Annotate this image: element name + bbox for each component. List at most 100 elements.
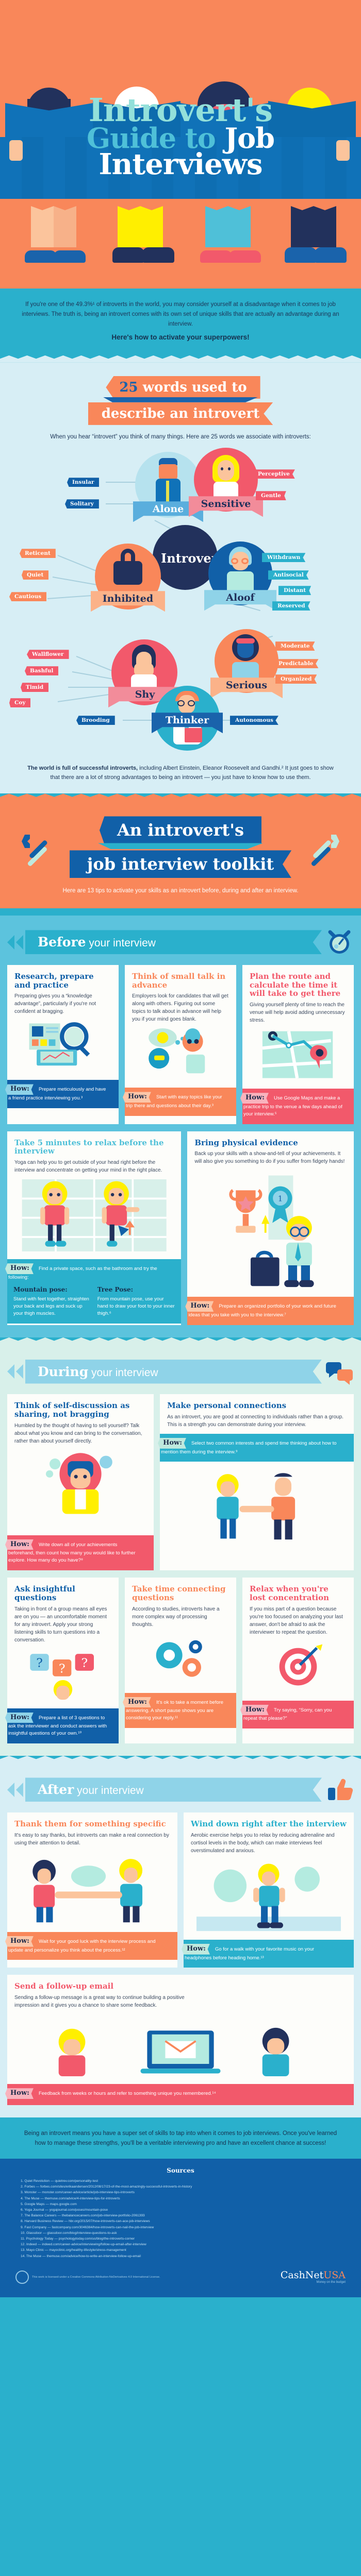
tag-quiet: Quiet bbox=[22, 570, 49, 580]
source-item[interactable]: 10. Glassdoor — glassdoor.com/blog/inter… bbox=[21, 2231, 117, 2235]
source-item[interactable]: 13. Mayo Clinic — mayoclinic.org/healthy… bbox=[21, 2248, 126, 2252]
intro-section: If you're one of the 49.3%¹ of introvert… bbox=[0, 289, 361, 355]
source-item[interactable]: 7. The Balance Careers — thebalancecaree… bbox=[21, 2214, 145, 2218]
hero-title-line-2: Guide to Job bbox=[0, 124, 361, 152]
toolkit-subtitle: Here are 13 tips to activate your skills… bbox=[62, 888, 299, 894]
how-text: Use Google Maps and make a practice trip… bbox=[243, 1095, 342, 1117]
hub-art-hiker bbox=[155, 458, 182, 507]
hero-legs bbox=[0, 206, 361, 263]
toolkit-line-2: job interview toolkit bbox=[69, 850, 292, 878]
hand-left bbox=[9, 140, 23, 161]
tip-title: Bring physical evidence bbox=[194, 1138, 298, 1147]
source-item[interactable]: 6. Yoga Journal — yogajournal.com/poses/… bbox=[21, 2208, 108, 2212]
how-box: How: Find a private space, such as the ba… bbox=[5, 1259, 182, 1324]
tag-antisocial: Antisocial bbox=[268, 570, 309, 580]
word-cloud-diagram: Alone Insular Solitary Sensitive Percept… bbox=[0, 448, 361, 757]
how-box: How: Use Google Maps and make a practice … bbox=[240, 1089, 354, 1124]
after-heading-strong: After bbox=[38, 1782, 74, 1798]
after-band: After your interview bbox=[25, 1777, 322, 1802]
tag-distant: Distant bbox=[278, 586, 311, 596]
source-item[interactable]: 11. Psychology Today — psychologytoday.c… bbox=[21, 2237, 135, 2241]
after-section: After your interview Thank them for some… bbox=[0, 1762, 361, 2118]
tip-card: Take time connecting questions According… bbox=[123, 1578, 236, 1743]
brand-tagline: Money on the budget bbox=[316, 2280, 346, 2284]
world-note-rest: including Albert Einstein, Eleanor Roose… bbox=[50, 765, 334, 781]
sneaker-icon bbox=[285, 247, 317, 263]
source-item[interactable]: 12. Indeed — indeed.com/career-advice/in… bbox=[21, 2243, 146, 2247]
person-thinking-icon bbox=[14, 1450, 146, 1530]
before-cards-row-1: Research, prepare and practice Preparing… bbox=[5, 964, 354, 1124]
tip-body: Humbled by the thought of having to sell… bbox=[14, 1422, 142, 1444]
source-item[interactable]: 9. Fast Company — fastcompany.com/304638… bbox=[21, 2225, 154, 2229]
tip-card: Make personal connections As an introver… bbox=[158, 1394, 354, 1571]
tip-title: Ask insightful questions bbox=[14, 1584, 75, 1602]
how-text: Start with easy topics like your trip th… bbox=[126, 1094, 222, 1109]
thought-bubbles-icon bbox=[132, 1028, 229, 1082]
toolkit-header-section: An introvert's job interview toolkit Her… bbox=[0, 801, 361, 908]
tip-title: Make personal connections bbox=[167, 1401, 287, 1411]
how-label: How: bbox=[182, 1943, 210, 1955]
words-ribbon-line-2: describe an introvert bbox=[88, 402, 273, 425]
source-item[interactable]: 14. The Muse — themuse.com/advice/how-to… bbox=[21, 2254, 141, 2258]
yoga-poses-icon bbox=[14, 1179, 174, 1254]
tip-title: Relax when you're lost concentration bbox=[250, 1584, 330, 1602]
shoe-icon bbox=[54, 250, 86, 263]
tip-body: Back up your skills with a show-and-tell… bbox=[194, 1151, 345, 1165]
source-item[interactable]: 3. Monster — monster.com/career-advice/a… bbox=[21, 2191, 135, 2195]
divider-zigzag bbox=[0, 355, 361, 363]
world-note: The world is full of successful introver… bbox=[0, 757, 361, 784]
brand-part-usa: USA bbox=[323, 2269, 346, 2281]
before-heading-strong: Before bbox=[38, 935, 86, 950]
source-item[interactable]: 2. Forbes — forbes.com/sites/erikaanders… bbox=[21, 2185, 192, 2189]
divider-zigzag-before bbox=[0, 908, 361, 916]
source-item[interactable]: 5. Google Maps — maps.google.com bbox=[21, 2202, 77, 2206]
tip-card: Relax when you're lost concentration If … bbox=[240, 1578, 354, 1743]
source-item[interactable]: 1. Quiet Revolution — quietrev.com/perso… bbox=[21, 2179, 99, 2183]
how-box: How: Go for a walk with your favorite mus… bbox=[182, 1939, 354, 1968]
tag-insular: Insular bbox=[67, 478, 100, 487]
pose-item: Tree Pose: From mountain pose, use your … bbox=[97, 1285, 175, 1317]
how-text: Wait for your good luck with the intervi… bbox=[8, 1938, 156, 1953]
intro-cta: Here's how to activate your superpowers! bbox=[111, 333, 250, 341]
tag-bashful: Bashful bbox=[25, 666, 59, 676]
how-label: How: bbox=[5, 1084, 34, 1095]
tip-card: Think of small talk in advance Employers… bbox=[123, 964, 236, 1124]
svg-text:?: ? bbox=[59, 1661, 65, 1675]
brand-logo[interactable]: CashNetUSA Money on the budget bbox=[281, 2269, 346, 2284]
tip-card: Send a follow-up email Sending a follow-… bbox=[5, 1975, 354, 2106]
tip-body: Preparing gives you a “knowledge advanta… bbox=[14, 993, 96, 1015]
how-text: Prepare a list of 3 questions to ask the… bbox=[8, 1715, 107, 1737]
during-cards-row-1: Think of self-discussion as sharing, not… bbox=[5, 1394, 354, 1571]
tip-title: Send a follow-up email bbox=[14, 1981, 114, 1991]
thumbs-up-icon bbox=[325, 1775, 354, 1804]
tip-body: As an introvert, you are good at connect… bbox=[167, 1414, 343, 1428]
divider-zigzag-during bbox=[0, 1337, 361, 1345]
hero-title-job: Job bbox=[224, 121, 275, 155]
creative-commons-icon bbox=[15, 2270, 29, 2284]
hero-title: Introvert's Guide to Job Interviews bbox=[0, 94, 361, 179]
tag-organized: Organized bbox=[275, 674, 317, 684]
tag-predictable: Predictable bbox=[273, 659, 319, 669]
tip-card: Plan the route and calculate the time it… bbox=[240, 964, 354, 1124]
laptop-email-icon bbox=[14, 2014, 347, 2079]
source-item[interactable]: 4. The Muse — themuse.com/advice/4-inter… bbox=[21, 2196, 120, 2200]
how-box: How: Write down all of your achievements … bbox=[5, 1535, 154, 1571]
tip-card: Thank them for something specific It's e… bbox=[5, 1812, 177, 1968]
tag-cautious: Cautious bbox=[9, 592, 47, 602]
before-section: Before your interview Research, prepare … bbox=[0, 915, 361, 1338]
how-label: How: bbox=[5, 1539, 34, 1550]
how-box: How: Wait for your good luck with the int… bbox=[5, 1931, 177, 1960]
how-text: Try saying, “Sorry, can you repeat that … bbox=[243, 1707, 332, 1722]
svg-text:?: ? bbox=[36, 1655, 43, 1670]
tip-title: Plan the route and calculate the time it… bbox=[250, 971, 341, 998]
gears-icon bbox=[132, 1634, 229, 1688]
how-box: How: Prepare a list of 3 questions to ask… bbox=[5, 1708, 119, 1743]
how-box: How: Try saying, “Sorry, can you repeat t… bbox=[240, 1700, 354, 1729]
source-item[interactable]: 8. Harvard Business Review — hbr.org/201… bbox=[21, 2219, 150, 2224]
alarm-clock-icon bbox=[325, 928, 354, 957]
tip-title: Thank them for something specific bbox=[14, 1819, 166, 1828]
words-ribbon-text-1: words used to bbox=[142, 379, 247, 395]
toolkit-banner: An introvert's job interview toolkit bbox=[0, 816, 361, 878]
tag-autonomous: Autonomous bbox=[230, 716, 278, 725]
target-icon bbox=[250, 1641, 347, 1696]
